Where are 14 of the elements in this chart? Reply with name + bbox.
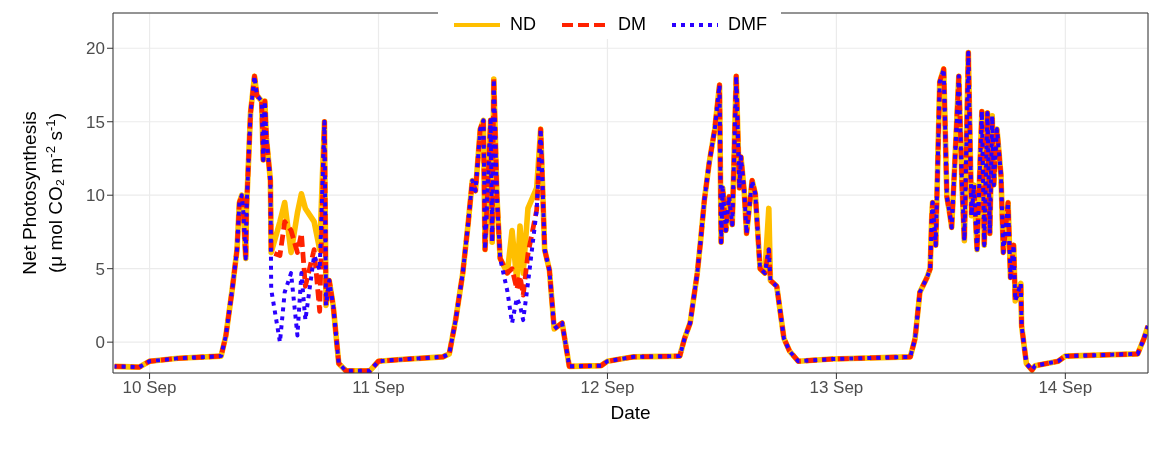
- y-tick-label: 5: [95, 259, 105, 279]
- legend-label: DMF: [728, 14, 767, 35]
- x-tick-label: 14 Sep: [1038, 378, 1093, 398]
- x-tick-label: 12 Sep: [580, 378, 635, 398]
- y-tick-label: 10: [86, 186, 105, 206]
- legend-label: DM: [618, 14, 646, 35]
- x-tick-label: 13 Sep: [809, 378, 864, 398]
- x-tick-label: 10 Sep: [122, 378, 177, 398]
- x-axis-title: Date: [610, 402, 651, 423]
- y-tick-label: 15: [86, 112, 105, 132]
- x-tick-label: 11 Sep: [352, 378, 405, 398]
- y-tick-label: 20: [86, 39, 105, 59]
- y-tick-label: 0: [95, 333, 105, 353]
- legend-label: ND: [510, 14, 536, 35]
